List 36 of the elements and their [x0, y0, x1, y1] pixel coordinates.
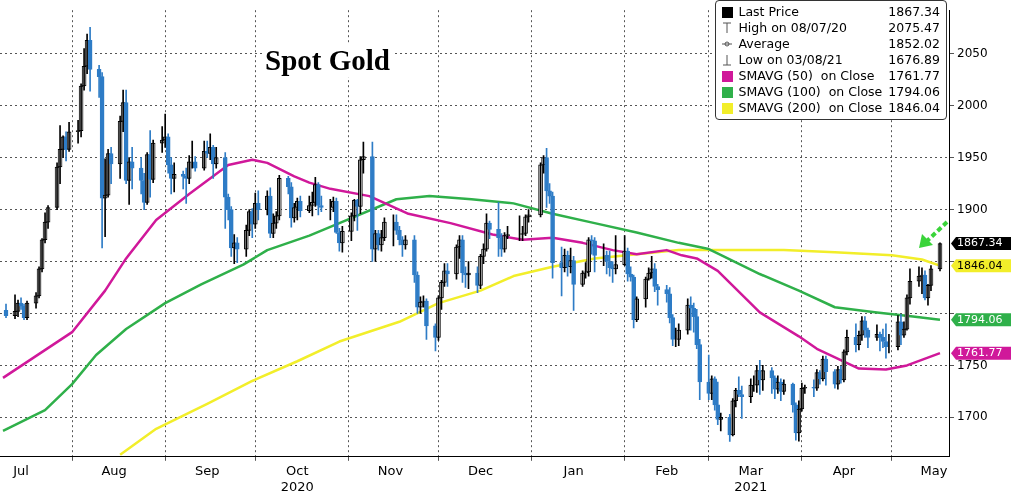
- annotation: High on 08/07/20: [738, 20, 848, 36]
- text: 1846.04: [888, 100, 940, 115]
- annotation: 1676.89: [888, 52, 940, 68]
- x-tick-label: Nov: [377, 462, 404, 478]
- x-tick-label: Aug: [101, 462, 127, 478]
- y-tick-label: 1900: [957, 201, 988, 216]
- x-tick-label: Jul: [12, 462, 29, 478]
- x-tick-label: Sep: [194, 462, 220, 478]
- y-tick-label: 1700: [957, 409, 988, 424]
- text: 1761.77: [888, 68, 940, 83]
- x-tick-label: Feb: [655, 462, 679, 478]
- text: 1794.06: [888, 84, 940, 99]
- data-label: 1846.04: [957, 258, 1003, 272]
- text: 1867.34: [957, 236, 1003, 250]
- annotation: 2075.47: [888, 20, 940, 36]
- data-label: 1761.77: [957, 346, 1003, 360]
- legend-label: SMAVG (100) on Close: [738, 84, 883, 100]
- y-tick-label: 2000: [957, 97, 988, 112]
- y-tick-label: 2050: [957, 45, 988, 60]
- y-tick-label: 1950: [957, 149, 988, 164]
- annotation: Last Price: [738, 4, 800, 20]
- legend-label: SMAVG (200) on Close: [738, 100, 883, 116]
- x-tick-label: Apr: [832, 462, 856, 478]
- annotation: 1852.02: [888, 36, 940, 52]
- annotation: Low on 03/08/21: [738, 52, 844, 68]
- annotation: Average: [738, 36, 791, 52]
- x-tick-label: Oct 2020: [280, 462, 314, 494]
- annotation: 1867.34: [888, 4, 940, 20]
- x-tick-label: Mar 2021: [734, 462, 768, 494]
- x-tick-label: Jan: [562, 462, 584, 478]
- x-tick-label: May: [920, 462, 948, 478]
- data-label: 1794.06: [957, 312, 1003, 326]
- x-tick-label: Dec: [467, 462, 494, 478]
- y-tick-label: 1750: [957, 357, 988, 372]
- legend-label: SMAVG (50) on Close: [738, 68, 876, 84]
- text: Spot Gold: [262, 44, 393, 77]
